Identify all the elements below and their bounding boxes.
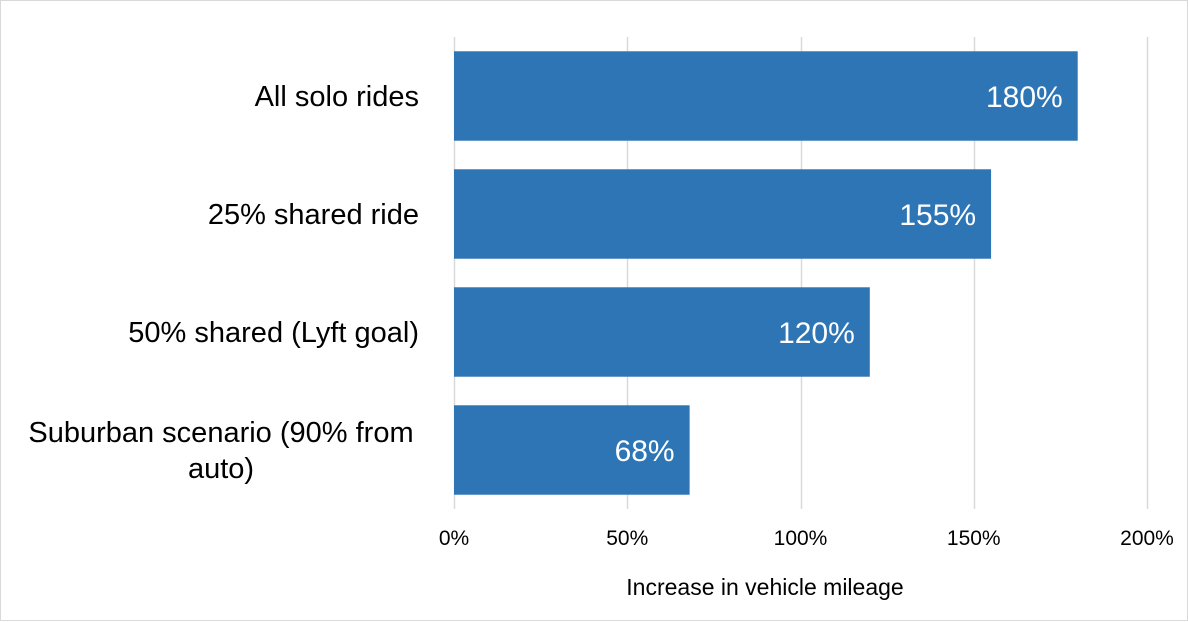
category-label: All solo rides: [255, 81, 419, 113]
x-tick-label: 100%: [774, 527, 828, 550]
category-label: Suburban scenario (90% from auto): [28, 417, 413, 485]
x-axis-title: Increase in vehicle mileage: [626, 574, 903, 600]
category-labels: All solo rides 25% shared ride 50% shared …: [28, 81, 419, 485]
data-label: 180%: [986, 81, 1063, 114]
category-label: 25% shared ride: [208, 199, 419, 231]
bars: 180% 155% 120% 68%: [454, 51, 1078, 495]
x-tick-label: 50%: [606, 527, 648, 550]
x-tick-label: 150%: [947, 527, 1001, 550]
bar-1: [454, 51, 1078, 141]
data-label: 120%: [778, 317, 855, 350]
x-tick-label: 200%: [1120, 527, 1174, 550]
x-tick-labels: 0% 50% 100% 150% 200%: [439, 527, 1174, 550]
bar-2: [454, 169, 992, 259]
x-tick-label: 0%: [439, 527, 469, 550]
category-label: 50% shared (Lyft goal): [128, 317, 419, 349]
data-label: 155%: [899, 199, 976, 232]
bar-4: [454, 405, 690, 495]
data-label: 68%: [615, 435, 675, 468]
bar-3: [454, 287, 870, 377]
